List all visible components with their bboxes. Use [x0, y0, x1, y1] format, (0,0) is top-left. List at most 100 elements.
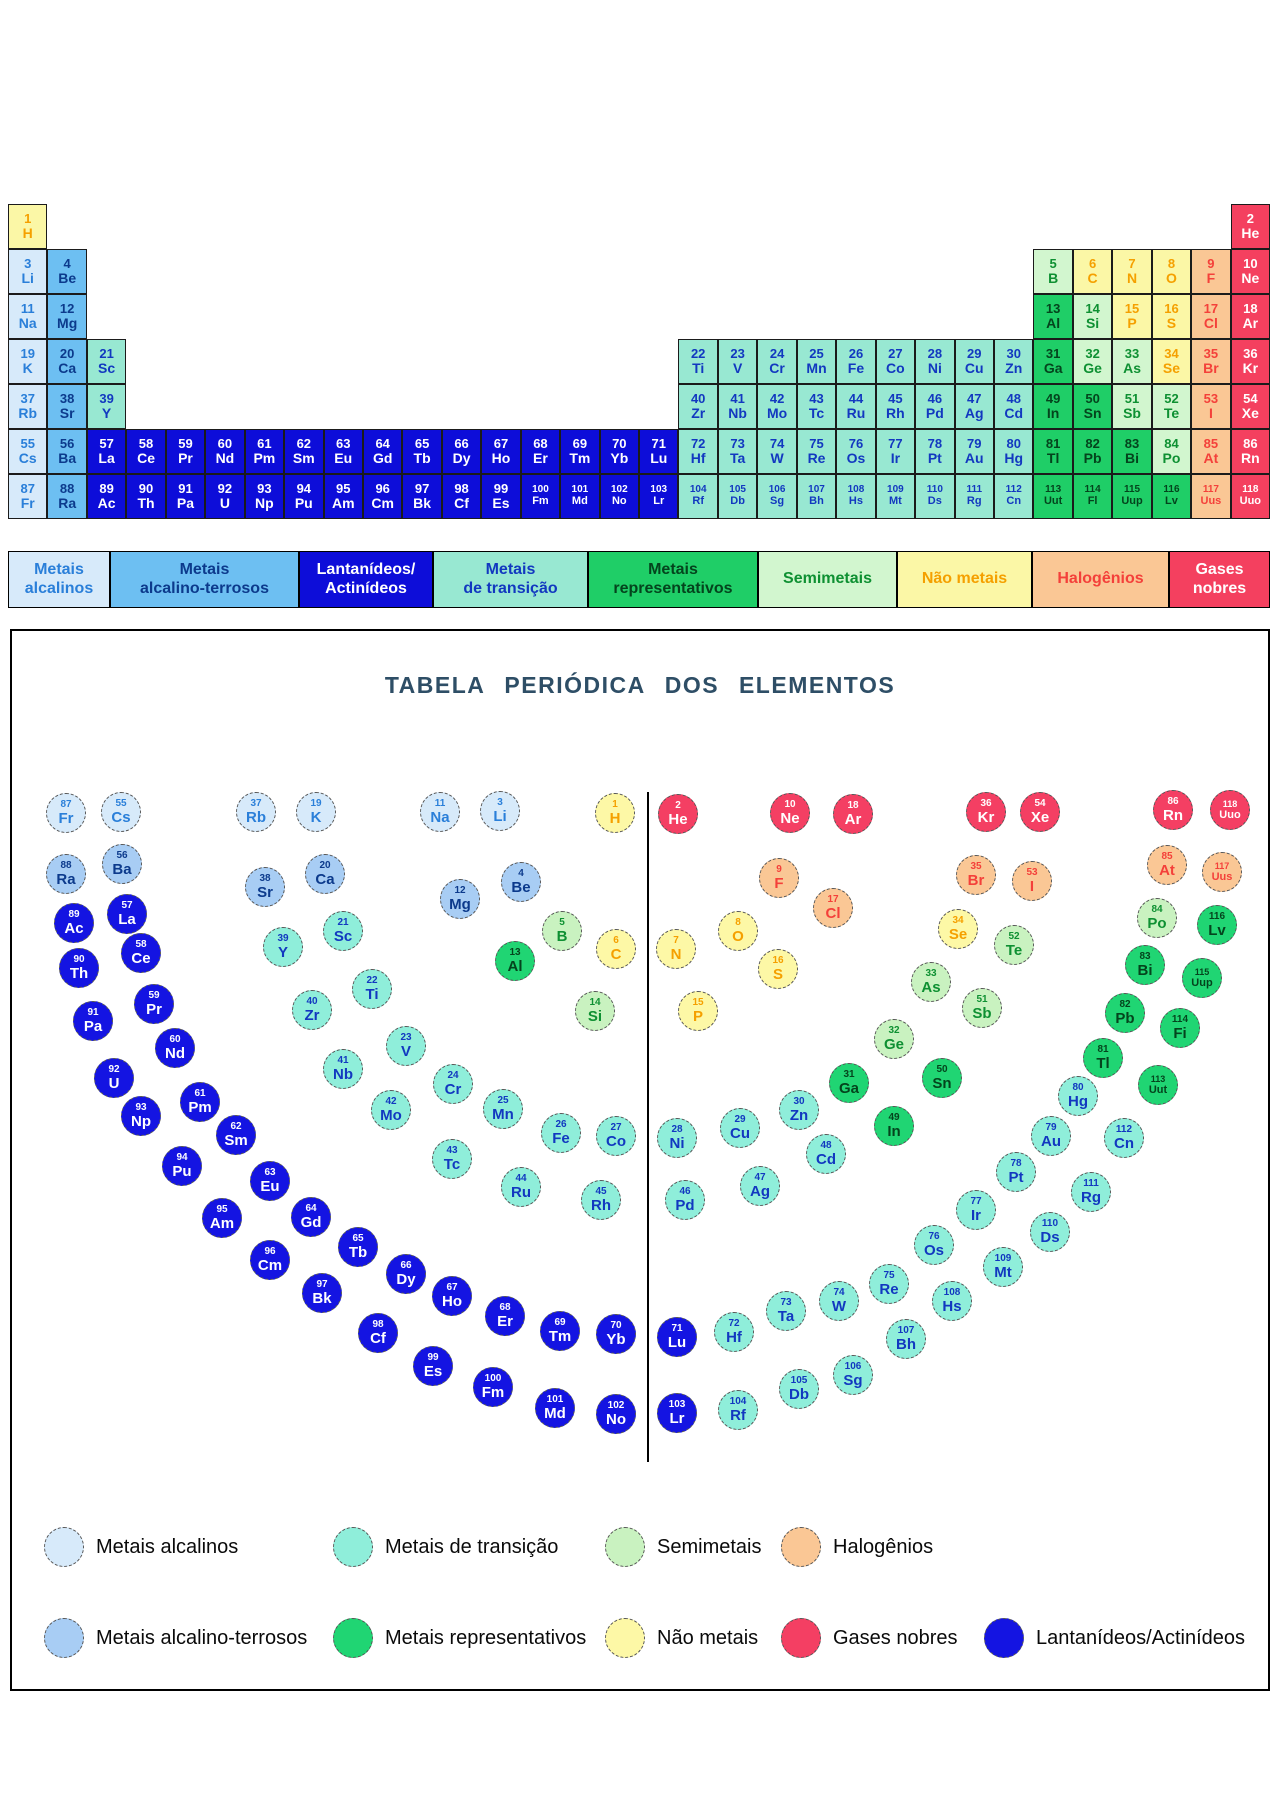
- element-circle-Hg: 80 Hg: [1058, 1076, 1098, 1116]
- element-circle-Uut: 113 Uut: [1138, 1065, 1178, 1105]
- element-symbol: Ca: [315, 871, 335, 888]
- element-symbol: La: [118, 911, 136, 928]
- element-symbol: Pt: [927, 449, 942, 466]
- element-circle-Ta: 73 Ta: [766, 1291, 806, 1331]
- element-circle-Y: 39 Y: [263, 927, 303, 967]
- element-symbol: Cl: [1203, 314, 1218, 331]
- atomic-number: 32: [1085, 346, 1100, 362]
- element-cell-Sb: 51 Sb: [1112, 384, 1152, 429]
- atomic-number: 27: [888, 346, 903, 362]
- legend-bar-label: nobres: [1192, 579, 1247, 597]
- element-symbol: S: [772, 966, 783, 983]
- atomic-number: 90: [138, 481, 154, 497]
- element-symbol: Bk: [312, 1290, 332, 1307]
- element-symbol: Rf: [730, 1407, 746, 1424]
- atomic-number: 86: [1167, 796, 1179, 807]
- atomic-number: 64: [375, 436, 390, 452]
- element-symbol: Gd: [300, 1214, 322, 1231]
- element-symbol: Sc: [333, 928, 353, 945]
- element-circle-Ni: 28 Ni: [657, 1118, 697, 1158]
- element-circle-Ir: 77 Ir: [956, 1190, 996, 1230]
- element-symbol: Md: [571, 494, 588, 507]
- element-symbol: Tm: [548, 1328, 572, 1345]
- category-color-dot: [605, 1618, 645, 1658]
- element-circle-Md: 101 Md: [535, 1388, 575, 1428]
- element-symbol: Mt: [888, 494, 902, 507]
- atomic-number: 94: [176, 1152, 188, 1163]
- atomic-number: 45: [888, 391, 903, 407]
- element-cell-Ca: 20 Ca: [47, 339, 87, 384]
- element-symbol: Kr: [1242, 359, 1259, 376]
- atomic-number: 30: [1006, 346, 1021, 362]
- element-cell-Cl: 17 Cl: [1191, 294, 1231, 339]
- element-symbol: Pu: [294, 494, 313, 511]
- atomic-number: 38: [259, 873, 271, 884]
- atomic-number: 42: [385, 1096, 397, 1107]
- element-symbol: Ra: [58, 494, 77, 511]
- atomic-number: 79: [967, 436, 982, 452]
- element-cell-Tc: 43 Tc: [796, 384, 837, 429]
- atomic-number: 48: [820, 1140, 832, 1151]
- element-symbol: U: [219, 494, 230, 511]
- element-circle-Lv: 116 Lv: [1197, 905, 1237, 945]
- element-cell-Cd: 48 Cd: [994, 384, 1034, 429]
- element-circle-No: 102 No: [596, 1394, 636, 1434]
- element-cell-Be: 4 Be: [47, 249, 87, 294]
- legend-bar-item-tra: Metais de transição: [433, 551, 588, 608]
- atomic-number: 75: [883, 1270, 895, 1281]
- atomic-number: 18: [847, 800, 859, 811]
- center-divider-line: [647, 792, 649, 1462]
- element-symbol: Sc: [98, 359, 116, 376]
- atomic-number: 76: [848, 436, 864, 452]
- atomic-number: 4: [518, 868, 524, 879]
- element-cell-Co: 27 Co: [875, 339, 916, 384]
- element-cell-Pd: 46 Pd: [915, 384, 955, 429]
- atomic-number: 93: [135, 1102, 147, 1113]
- atomic-number: 18: [1243, 301, 1258, 317]
- atomic-number: 78: [927, 436, 943, 452]
- element-cell-Li: 3 Li: [8, 249, 48, 294]
- atomic-number: 29: [967, 346, 982, 362]
- element-symbol: Tc: [443, 1156, 461, 1173]
- atomic-number: 35: [970, 861, 982, 872]
- element-symbol: Uup: [1191, 976, 1213, 989]
- atomic-number: 82: [1085, 436, 1100, 452]
- atomic-number: 75: [809, 436, 824, 452]
- element-cell-Ac: 89 Ac: [86, 474, 127, 519]
- atomic-number: 99: [493, 481, 509, 497]
- element-cell-Tm: 69 Tm: [560, 429, 600, 474]
- atomic-number: 29: [734, 1114, 746, 1125]
- atomic-number: 106: [768, 484, 786, 496]
- element-circle-Ag: 47 Ag: [740, 1166, 780, 1206]
- category-label: Gases nobres: [833, 1626, 958, 1649]
- atomic-number: 2: [675, 800, 681, 811]
- legend-bar-label: Halogênios: [1057, 570, 1144, 588]
- element-symbol: Nb: [728, 404, 747, 421]
- atomic-number: 37: [250, 798, 262, 809]
- element-symbol: B: [1048, 269, 1059, 286]
- element-symbol: Fm: [532, 494, 549, 507]
- element-symbol: Nb: [333, 1066, 353, 1083]
- element-circle-Mo: 42 Mo: [371, 1090, 411, 1130]
- element-circle-U: 92 U: [94, 1058, 134, 1098]
- atomic-number: 58: [135, 939, 147, 950]
- atomic-number: 80: [1072, 1082, 1084, 1093]
- element-symbol: Pu: [172, 1163, 192, 1180]
- element-symbol: Lv: [1208, 922, 1226, 939]
- atomic-number: 9: [1207, 256, 1215, 272]
- atomic-number: 32: [888, 1025, 900, 1036]
- element-symbol: P: [692, 1008, 703, 1025]
- element-symbol: Gd: [372, 449, 393, 466]
- atomic-number: 101: [571, 484, 589, 496]
- element-symbol: No: [606, 1411, 626, 1428]
- element-cell-La: 57 La: [86, 429, 127, 474]
- element-symbol: Pt: [1008, 1169, 1024, 1186]
- atomic-number: 104: [689, 484, 707, 496]
- atomic-number: 100: [484, 1373, 502, 1384]
- element-cell-Pu: 94 Pu: [284, 474, 324, 519]
- atomic-number: 56: [59, 436, 75, 452]
- element-symbol: Uuo: [1239, 494, 1262, 507]
- category-label: Metais alcalinos: [96, 1535, 239, 1558]
